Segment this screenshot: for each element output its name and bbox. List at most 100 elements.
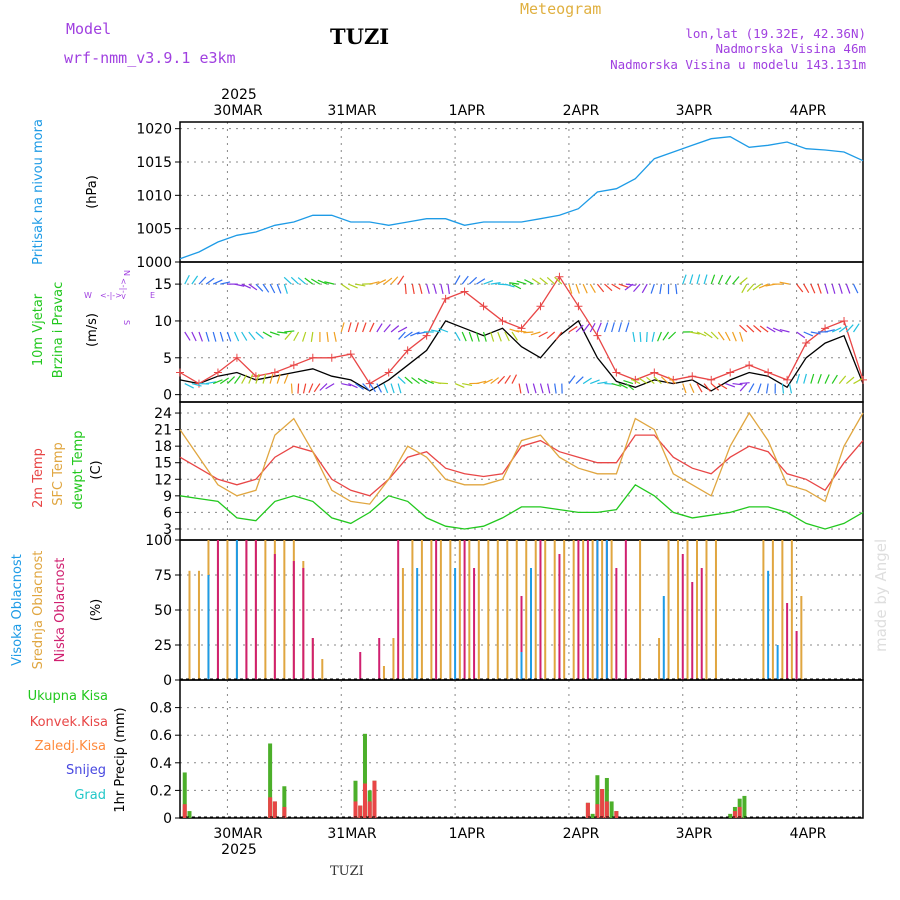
- wind-barb: [411, 283, 415, 295]
- wind-barb: [824, 374, 830, 384]
- wind-barb: [276, 283, 282, 294]
- wind-barb: [340, 322, 345, 333]
- wind-barb: [348, 283, 358, 289]
- panel-frame: [179, 679, 864, 819]
- wind-barb: [554, 383, 557, 394]
- wind-barb: [483, 378, 493, 385]
- total-bar: [268, 743, 273, 818]
- wind-barb: [518, 383, 522, 394]
- mid_cloud-bar: [439, 540, 442, 680]
- gust-marker: [308, 353, 317, 362]
- legend-grad: Grad: [74, 788, 106, 803]
- wind-barb: [355, 283, 366, 287]
- y-tick-label: 5: [163, 351, 172, 367]
- low_cloud-bar: [245, 540, 248, 680]
- low_cloud-bar: [302, 568, 305, 680]
- wind-barb: [555, 331, 563, 341]
- wind-barb: [516, 330, 527, 333]
- pressure-title: Pritisak na nivou mora: [31, 119, 46, 265]
- low_cloud-bar: [463, 540, 466, 680]
- wind-barb: [403, 331, 413, 339]
- high_cloud-bar: [776, 645, 779, 680]
- wind-barb: [424, 379, 434, 385]
- wind-barb: [546, 331, 556, 339]
- wind-barb: [590, 379, 600, 385]
- plot-layer: 1000100510101015102005101536912151821240…: [136, 121, 867, 827]
- mid_cloud-bar: [515, 540, 518, 680]
- wind-barb: [397, 383, 402, 394]
- total-bar: [595, 775, 600, 818]
- wind-barb: [283, 374, 289, 384]
- gust-marker: [593, 331, 602, 340]
- total-bar: [282, 786, 287, 818]
- wind-barb: [369, 383, 376, 393]
- wind-barb: [369, 322, 375, 333]
- wind-barb: [803, 283, 810, 294]
- wind-barb: [447, 284, 450, 295]
- wind-barb: [461, 275, 469, 285]
- wind-barb: [310, 331, 314, 342]
- mid_cloud-bar: [705, 540, 708, 680]
- top-day-label: 1APR: [449, 103, 486, 119]
- gust-marker: [176, 368, 184, 377]
- wind-barb: [689, 331, 700, 335]
- wind-barb: [404, 376, 413, 385]
- wind-barb: [604, 283, 613, 292]
- wind-barb: [632, 331, 636, 342]
- temp-unit: (C): [89, 460, 104, 479]
- wind-barb: [333, 331, 337, 342]
- wind-barb: [779, 281, 790, 285]
- gust-marker: [650, 368, 659, 377]
- wind-barb: [317, 279, 328, 285]
- wind-barb: [376, 323, 383, 333]
- watermark-text: made by Angel: [872, 539, 890, 652]
- convective-bar: [595, 804, 600, 818]
- compass-arrows-vertical: <-|->: [119, 278, 128, 300]
- total-bar: [362, 733, 367, 818]
- gust-marker: [289, 361, 298, 370]
- gust-marker: [574, 302, 583, 311]
- wind-barb: [633, 283, 641, 293]
- wind-barb: [212, 379, 223, 385]
- wind-barb: [241, 331, 248, 341]
- wind-barb: [575, 324, 584, 333]
- convective-bar: [367, 801, 372, 818]
- wind-barb: [227, 376, 236, 385]
- wind-barb: [205, 381, 217, 385]
- wind-barb: [241, 374, 247, 384]
- wind-barb: [283, 283, 288, 294]
- wind-barb: [846, 376, 855, 385]
- wind-barb: [739, 277, 748, 285]
- wind-barb: [639, 331, 642, 343]
- wind-barb: [516, 280, 527, 285]
- wind-barb: [831, 327, 842, 333]
- wind-barb: [454, 275, 461, 285]
- wind-barb: [703, 274, 708, 285]
- wind-barb: [530, 331, 541, 336]
- wind-barb: [410, 331, 420, 337]
- convective-bar: [604, 801, 609, 818]
- wind-barb: [205, 331, 210, 342]
- mid_cloud-bar: [188, 570, 191, 680]
- high_cloud-bar: [520, 652, 523, 680]
- mid_cloud-bar: [800, 596, 803, 680]
- mid_cloud-bar: [506, 540, 509, 680]
- y-tick-label: 0: [163, 811, 172, 827]
- total-bar: [353, 780, 358, 818]
- low_cloud-bar: [216, 540, 219, 680]
- wind-barb: [462, 382, 473, 387]
- wind-barb: [689, 383, 695, 393]
- wind-barb: [490, 282, 501, 285]
- wind-barb: [490, 377, 500, 385]
- wind-barb: [248, 331, 256, 341]
- mid_cloud-bar: [382, 666, 385, 680]
- mid_cloud-bar: [321, 659, 324, 680]
- wind-barb: [398, 331, 406, 340]
- mid_cloud-bar: [401, 568, 404, 680]
- gust-marker: [802, 339, 811, 348]
- wind-compass: N S W E <-|-> <-|->: [84, 270, 155, 325]
- wind-barb: [653, 376, 662, 385]
- wind-barb: [509, 282, 520, 285]
- y-tick-label: 21: [154, 423, 172, 439]
- wind-barb: [376, 383, 382, 393]
